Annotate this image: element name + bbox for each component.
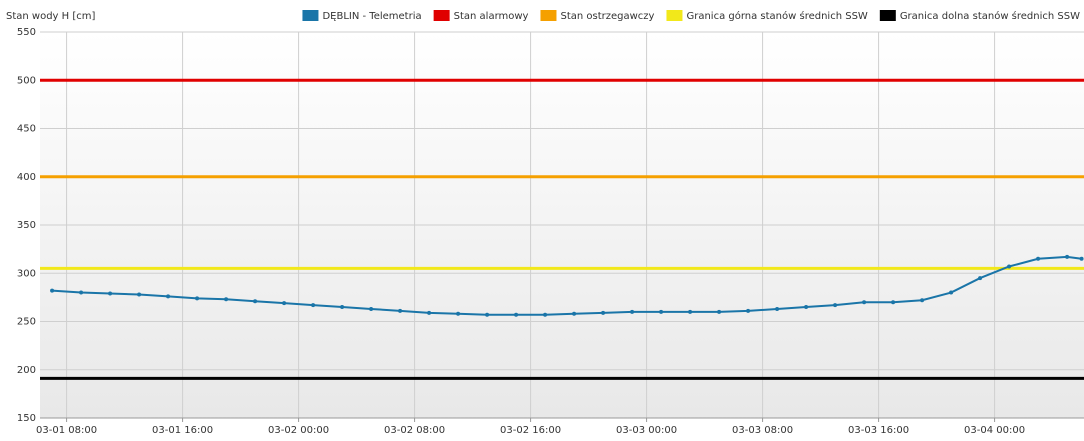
data-point xyxy=(253,299,258,304)
y-tick-label: 350 xyxy=(17,220,36,231)
legend-label: Stan alarmowy xyxy=(454,11,529,22)
data-point xyxy=(1036,256,1041,261)
data-point xyxy=(949,290,954,295)
data-point xyxy=(688,309,693,314)
legend-swatch xyxy=(433,10,450,21)
x-tick-label: 03-03 16:00 xyxy=(848,425,909,436)
data-point xyxy=(166,294,171,299)
y-axis-label: Stan wody H [cm] xyxy=(6,11,95,22)
data-point xyxy=(630,309,635,314)
data-point xyxy=(862,300,867,305)
legend-swatch xyxy=(666,10,683,21)
data-point xyxy=(601,310,606,315)
y-tick-label: 450 xyxy=(17,124,36,135)
y-tick-label: 200 xyxy=(17,365,36,376)
data-point xyxy=(1079,256,1084,261)
legend-label: Granica dolna stanów średnich SSW xyxy=(900,10,1080,22)
data-point xyxy=(456,311,461,316)
data-point xyxy=(485,312,490,317)
legend-swatch xyxy=(879,10,896,21)
legend-label: Stan ostrzegawczy xyxy=(560,11,654,22)
x-tick-label: 03-02 16:00 xyxy=(500,425,561,436)
y-tick-label: 550 xyxy=(17,27,36,38)
data-point xyxy=(282,301,287,306)
data-point xyxy=(659,309,664,314)
data-point xyxy=(340,305,345,310)
data-point xyxy=(369,306,374,311)
x-tick-label: 03-01 16:00 xyxy=(152,425,213,436)
data-point xyxy=(1065,254,1070,259)
data-point xyxy=(746,308,751,313)
y-tick-label: 250 xyxy=(17,317,36,328)
data-point xyxy=(804,305,809,310)
data-point xyxy=(717,309,722,314)
x-tick-label: 03-02 00:00 xyxy=(268,425,329,436)
y-tick-label: 500 xyxy=(17,75,36,86)
x-tick-label: 03-02 08:00 xyxy=(384,425,445,436)
data-point xyxy=(775,306,780,311)
y-tick-label: 400 xyxy=(17,172,36,183)
legend-swatch xyxy=(540,10,557,21)
data-point xyxy=(978,276,983,281)
y-tick-label: 150 xyxy=(17,413,36,424)
data-point xyxy=(1007,264,1012,269)
data-point xyxy=(891,300,896,305)
x-tick-label: 03-03 00:00 xyxy=(616,425,677,436)
data-point xyxy=(311,303,316,308)
data-point xyxy=(920,298,925,303)
x-tick-label: 03-04 00:00 xyxy=(964,425,1025,436)
data-point xyxy=(833,303,838,308)
data-point xyxy=(427,310,432,315)
legend-label: Granica górna stanów średnich SSW xyxy=(686,10,867,22)
data-point xyxy=(224,297,229,302)
data-point xyxy=(543,312,548,317)
data-point xyxy=(79,290,84,295)
data-point xyxy=(50,288,55,293)
data-point xyxy=(108,291,113,296)
y-tick-label: 300 xyxy=(17,268,36,279)
data-point xyxy=(398,308,403,313)
x-tick-label: 03-01 08:00 xyxy=(36,425,97,436)
data-point xyxy=(514,312,519,317)
data-point xyxy=(137,292,142,297)
legend-swatch xyxy=(302,10,319,21)
data-point xyxy=(572,311,577,316)
legend-label: DĘBLIN - Telemetria xyxy=(322,11,421,22)
x-tick-label: 03-03 08:00 xyxy=(732,425,793,436)
data-point xyxy=(195,296,200,301)
